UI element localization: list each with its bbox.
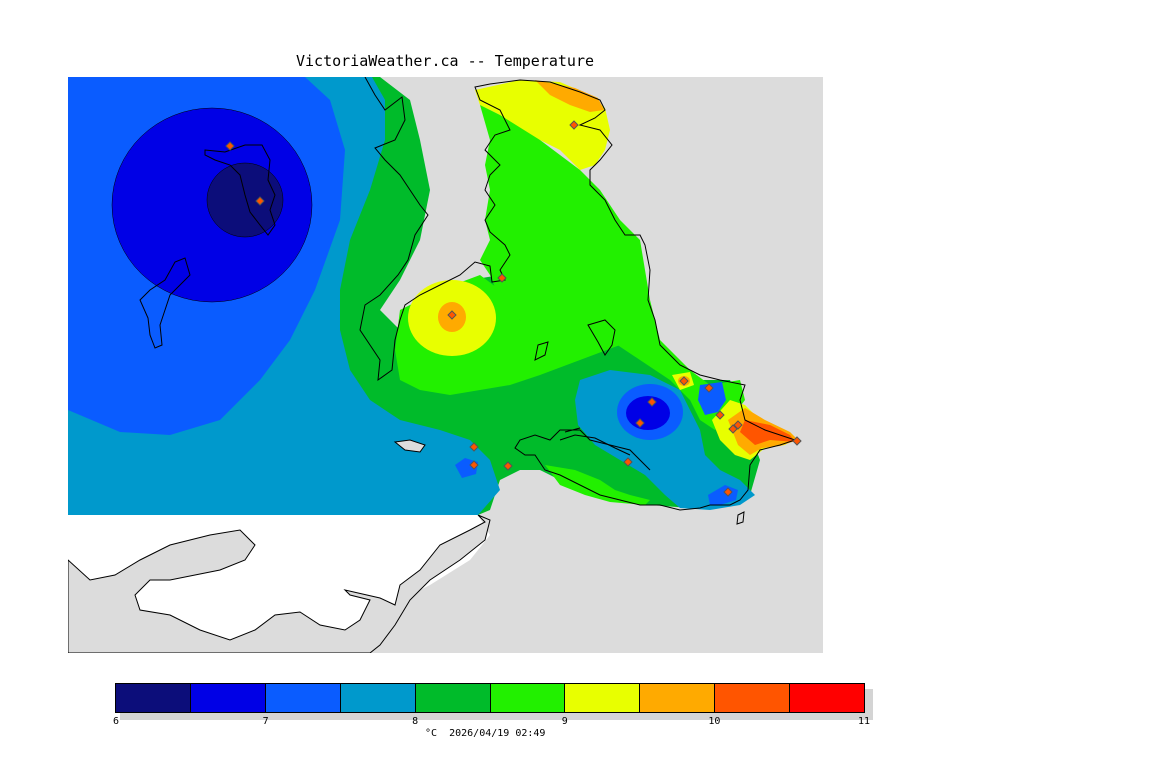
legend-tick-label: 7 bbox=[262, 716, 269, 727]
temp-zone-below-6 bbox=[206, 162, 284, 238]
island-west-lake bbox=[139, 257, 191, 349]
station-marker bbox=[469, 442, 479, 452]
footer-unit: °C bbox=[425, 728, 438, 739]
station-marker bbox=[704, 383, 714, 393]
legend-swatch bbox=[415, 684, 491, 712]
legend-swatch bbox=[565, 684, 641, 712]
footer-date: 2026/04/19 02:49 bbox=[449, 728, 546, 739]
legend-swatch bbox=[265, 684, 341, 712]
station-marker bbox=[728, 424, 738, 434]
olympic-peninsula-land bbox=[68, 514, 491, 653]
legend-tick-label: 6 bbox=[112, 716, 120, 727]
temp-zone-9.5-10-north bbox=[535, 80, 604, 112]
legend-swatch bbox=[490, 684, 566, 712]
coastline-saanich bbox=[489, 79, 797, 511]
footer-timestamp: °C 2026/04/19 02:49 bbox=[425, 728, 545, 739]
island-james bbox=[587, 319, 616, 356]
color-legend bbox=[115, 683, 865, 713]
station-marker bbox=[569, 120, 579, 130]
station-marker bbox=[647, 397, 657, 407]
station-marker bbox=[635, 418, 645, 428]
station-marker bbox=[623, 457, 633, 467]
island-south-tip bbox=[736, 511, 745, 525]
station-marker bbox=[469, 460, 479, 470]
legend-swatch bbox=[116, 684, 191, 712]
inlet-lines bbox=[559, 427, 631, 456]
temp-zone-6.5-7-oakbay bbox=[698, 382, 726, 415]
station-marker bbox=[503, 461, 513, 471]
island-small-east bbox=[534, 341, 549, 361]
station-marker bbox=[225, 141, 235, 151]
legend-swatch bbox=[640, 684, 716, 712]
legend-swatch bbox=[190, 684, 266, 712]
station-marker bbox=[733, 420, 743, 430]
legend-swatch bbox=[790, 684, 865, 712]
temp-zone-6-6.5-victoria bbox=[626, 396, 670, 430]
island-marker-north bbox=[204, 144, 276, 236]
legend-tick-label: 9 bbox=[561, 716, 568, 727]
legend-swatch bbox=[715, 684, 791, 712]
temp-zone-8.5-9-east bbox=[480, 105, 745, 430]
legend-tick-label: 11 bbox=[857, 716, 871, 727]
station-marker bbox=[679, 376, 689, 386]
legend-tick-label: 10 bbox=[708, 716, 721, 727]
station-marker bbox=[723, 487, 733, 497]
legend-swatch bbox=[340, 684, 416, 712]
legend-tick-label: 8 bbox=[412, 716, 419, 727]
island-small-strait bbox=[393, 439, 426, 453]
station-markers bbox=[225, 120, 802, 497]
station-marker bbox=[255, 196, 265, 206]
coastline-west-island bbox=[359, 77, 511, 382]
station-marker bbox=[447, 310, 457, 320]
station-marker bbox=[792, 436, 802, 446]
temp-zone-8.5-9-south bbox=[545, 465, 650, 505]
station-marker bbox=[497, 273, 507, 283]
temp-zone-10-10.5-east bbox=[740, 420, 795, 445]
map-title: VictoriaWeather.ca -- Temperature bbox=[296, 52, 595, 70]
station-marker bbox=[715, 410, 725, 420]
